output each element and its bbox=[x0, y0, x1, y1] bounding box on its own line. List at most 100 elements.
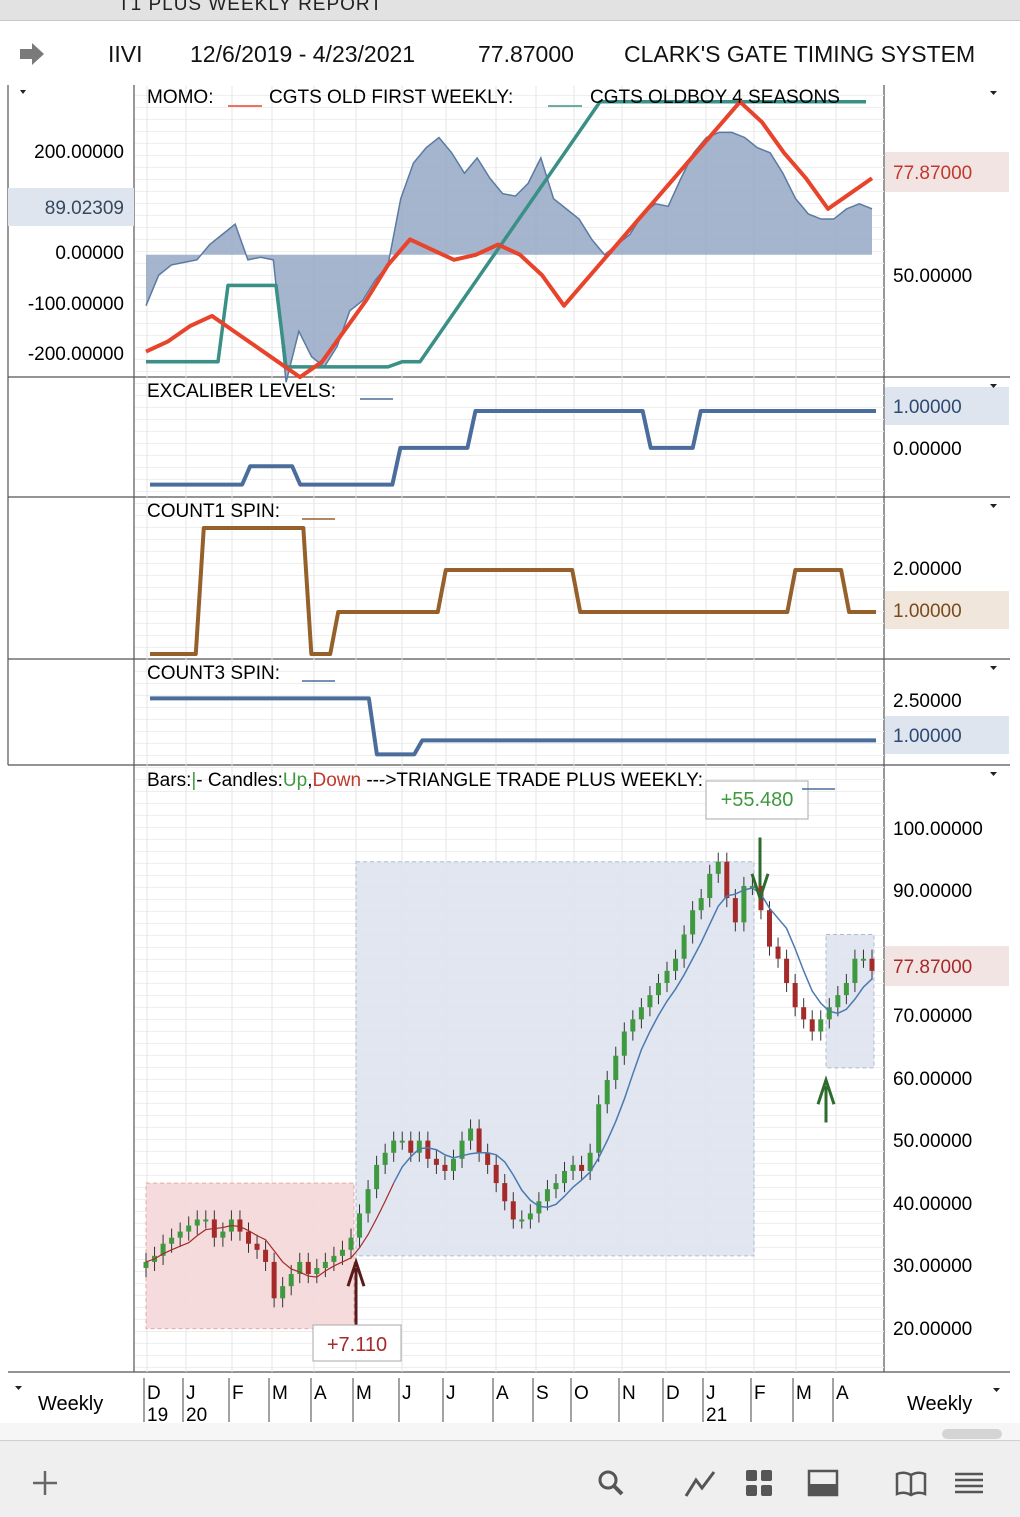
x-axis-left-menu-icon bbox=[15, 1386, 22, 1390]
candle-down bbox=[809, 1019, 815, 1032]
x-year-label: 20 bbox=[186, 1405, 207, 1423]
momo-left-menu-icon bbox=[20, 90, 26, 94]
momo-legend-momo: MOMO: bbox=[147, 87, 214, 108]
trade-label-2: +55.480 bbox=[721, 789, 794, 811]
x-month-label: J bbox=[186, 1383, 196, 1404]
x-month-label: D bbox=[147, 1383, 161, 1404]
x-month-label: F bbox=[754, 1383, 766, 1404]
momo-left-marker-value: 89.02309 bbox=[45, 198, 124, 219]
price-legend-prefix: Bars: bbox=[147, 770, 191, 791]
candle-up bbox=[647, 995, 653, 1008]
candle-up bbox=[613, 1055, 619, 1080]
candle-up bbox=[673, 958, 679, 971]
x-month-label: A bbox=[836, 1383, 849, 1404]
candle-down bbox=[271, 1261, 277, 1299]
chart-area[interactable]: MOMO: CGTS OLD FIRST WEEKLY: CGTS OLDBOY… bbox=[0, 83, 1020, 1426]
trade-label-1: +7.110 bbox=[327, 1334, 387, 1356]
x-month-label: J bbox=[706, 1383, 716, 1404]
x-month-label: S bbox=[536, 1383, 549, 1404]
chart-svg[interactable]: MOMO: CGTS OLD FIRST WEEKLY: CGTS OLDBOY… bbox=[0, 83, 1020, 1426]
candle-down bbox=[245, 1231, 251, 1244]
candle-up bbox=[852, 958, 858, 983]
trade-label-1-box bbox=[312, 1324, 402, 1362]
count3-panel bbox=[150, 696, 876, 757]
count1-right-marker: 1.00000 bbox=[893, 601, 962, 622]
candle-up bbox=[562, 1170, 568, 1184]
candle-up bbox=[826, 1007, 832, 1020]
buy-arrow-icon-2 bbox=[816, 1075, 836, 1123]
count3-right-marker: 1.00000 bbox=[893, 726, 962, 747]
candle-up bbox=[664, 970, 670, 983]
price-right-tick: 50.00000 bbox=[893, 1131, 972, 1152]
x-axis-right-label[interactable]: Weekly bbox=[907, 1393, 972, 1415]
candle-up bbox=[220, 1231, 226, 1238]
candle-up bbox=[143, 1261, 149, 1268]
candle-up bbox=[570, 1164, 576, 1171]
share-arrow-icon[interactable] bbox=[18, 40, 46, 68]
x-month-label: D bbox=[666, 1383, 680, 1404]
candle-down bbox=[775, 946, 781, 959]
momo-left-tick: 200.00000 bbox=[34, 142, 124, 163]
candle-up bbox=[314, 1267, 320, 1275]
sell-arrow-icon bbox=[750, 837, 770, 903]
candle-up bbox=[416, 1140, 422, 1153]
trade-box-2 bbox=[355, 861, 755, 1257]
candle-down bbox=[485, 1152, 491, 1165]
price-menu-icon bbox=[990, 772, 997, 776]
candle-up bbox=[177, 1231, 183, 1238]
x-year-label: 21 bbox=[706, 1405, 727, 1423]
candle-down bbox=[801, 1007, 807, 1020]
window-titlebar: T1 PLUS WEEKLY REPORT bbox=[0, 0, 1020, 21]
levels-right-marker: 1.00000 bbox=[893, 397, 962, 418]
candle-up bbox=[186, 1225, 192, 1232]
candle-up bbox=[630, 1019, 636, 1032]
levels-right-marker-bg bbox=[885, 387, 1009, 425]
price-legend-mid: - Candles: bbox=[196, 770, 283, 791]
menu-icon[interactable] bbox=[952, 1466, 986, 1500]
x-month-label: F bbox=[232, 1383, 244, 1404]
last-price-label: 77.87000 bbox=[478, 41, 574, 67]
add-icon[interactable] bbox=[28, 1466, 62, 1500]
momo-right-tick: 50.00000 bbox=[893, 266, 972, 287]
candle-up bbox=[698, 898, 704, 911]
candle-down bbox=[502, 1183, 508, 1202]
horizontal-scrollbar[interactable] bbox=[942, 1429, 1002, 1439]
candle-down bbox=[408, 1140, 414, 1153]
candle-up bbox=[690, 910, 696, 935]
momo-left-tick: -100.00000 bbox=[28, 294, 124, 315]
trade-box-3 bbox=[825, 933, 875, 1069]
candle-up bbox=[399, 1140, 405, 1143]
levels-line bbox=[150, 409, 876, 487]
x-month-label: M bbox=[272, 1383, 288, 1404]
panel-toggle-icon[interactable] bbox=[806, 1466, 840, 1500]
scroll-track bbox=[0, 1423, 1020, 1440]
x-month-label: M bbox=[796, 1383, 812, 1404]
candle-up bbox=[527, 1213, 533, 1220]
x-month-label: A bbox=[496, 1383, 509, 1404]
candle-up bbox=[391, 1140, 397, 1153]
search-icon[interactable] bbox=[594, 1466, 628, 1500]
candle-up bbox=[604, 1080, 610, 1105]
x-month-label: M bbox=[356, 1383, 372, 1404]
candle-up bbox=[818, 1019, 824, 1032]
count1-menu-icon bbox=[990, 504, 997, 508]
window-title: T1 PLUS WEEKLY REPORT bbox=[118, 0, 383, 15]
candle-up bbox=[459, 1140, 465, 1159]
price-legend-suffix: --->TRIANGLE TRADE PLUS WEEKLY: bbox=[361, 770, 703, 791]
candle-down bbox=[510, 1201, 516, 1220]
x-month-label: A bbox=[314, 1383, 327, 1404]
candle-down bbox=[263, 1249, 269, 1262]
layout-grid-icon[interactable] bbox=[742, 1466, 776, 1500]
levels-panel bbox=[150, 409, 876, 487]
x-axis: D J F M A M J J A S O N D J F M A 19 20 21 bbox=[143, 1378, 849, 1426]
price-panel: +7.110 +55.480 bbox=[143, 780, 875, 1362]
line-chart-icon[interactable] bbox=[683, 1466, 717, 1500]
moving-average-red bbox=[145, 1182, 395, 1278]
price-right-tick: 70.00000 bbox=[893, 1006, 972, 1027]
book-icon[interactable] bbox=[894, 1466, 928, 1500]
candle-up bbox=[707, 873, 713, 899]
candle-up bbox=[160, 1243, 166, 1256]
count1-legend: COUNT1 SPIN: bbox=[147, 501, 280, 522]
x-axis-left-label[interactable]: Weekly bbox=[38, 1393, 103, 1415]
candle-up bbox=[468, 1128, 474, 1141]
